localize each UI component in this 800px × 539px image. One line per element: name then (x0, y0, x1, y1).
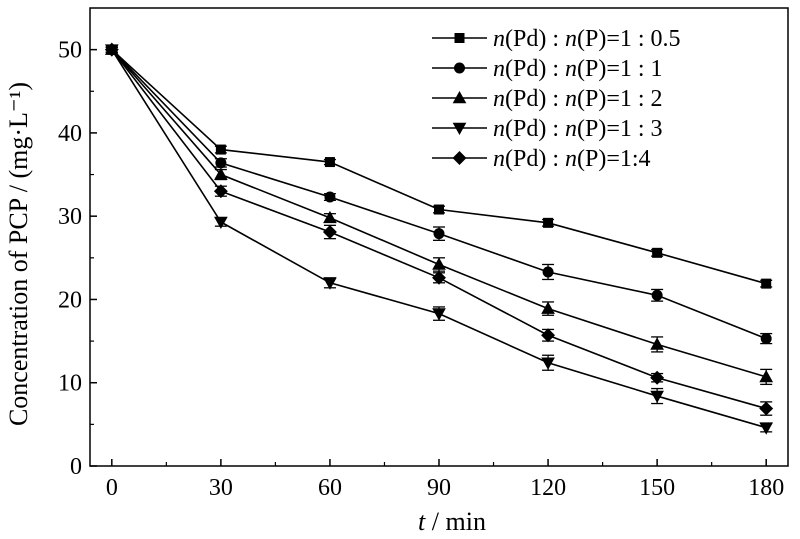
legend-label-part: n (493, 26, 505, 52)
legend-marker (454, 33, 465, 43)
legend-entry: n(Pd) : n(P)=1 : 3 (432, 116, 663, 142)
legend-entry: n(Pd) : n(P)=1 : 1 (432, 56, 663, 82)
legend-label: n(Pd) : n(P)=1 : 0.5 (493, 26, 681, 52)
series-2 (105, 44, 773, 345)
data-point (761, 278, 772, 289)
legend-label-part: n (493, 146, 505, 172)
legend-marker (454, 62, 465, 74)
legend-label-part: (Pd) : (505, 26, 565, 52)
series-line (111, 49, 767, 340)
x-tick-label: 90 (427, 475, 451, 501)
data-point (541, 328, 556, 343)
y-tick-label: 10 (58, 371, 82, 397)
legend-label-part: (Pd) : (505, 86, 565, 112)
x-tick-label: 180 (748, 475, 784, 501)
y-tick-label: 30 (58, 204, 82, 230)
data-point (214, 216, 228, 230)
data-point (432, 308, 446, 321)
legend-label: n(Pd) : n(P)=1:4 (493, 146, 651, 172)
legend-label-part: (Pd) : (505, 56, 565, 82)
data-point (759, 369, 774, 383)
x-axis-title-variable: t (418, 507, 426, 536)
data-point (433, 228, 445, 240)
legend-entry: n(Pd) : n(P)=1:4 (432, 146, 651, 172)
data-point (650, 337, 664, 350)
data-point (324, 191, 336, 203)
y-tick-label: 40 (58, 121, 82, 147)
y-tick-label: 0 (70, 454, 82, 480)
data-point (213, 184, 228, 199)
legend-label-part: n (565, 116, 577, 142)
series-line (111, 49, 767, 285)
legend-label-part: n (565, 26, 577, 52)
legend-label-part: (P)=1 : 3 (577, 116, 663, 142)
data-point (434, 204, 444, 215)
data-point (215, 144, 226, 155)
data-point (543, 217, 554, 228)
x-axis-title-unit: / min (425, 507, 486, 536)
data-point (652, 247, 663, 258)
x-tick-label: 0 (106, 475, 118, 501)
series-4 (104, 44, 774, 435)
data-point (432, 270, 446, 285)
legend-label-part: n (565, 146, 577, 172)
legend-label-part: n (493, 86, 505, 112)
data-point (214, 167, 228, 180)
data-point (324, 157, 335, 168)
legend-entry: n(Pd) : n(P)=1 : 0.5 (432, 26, 681, 52)
legend-label-part: (P)=1 : 1 (577, 56, 663, 82)
data-point (432, 257, 446, 270)
legend-label-part: (Pd) : (505, 146, 565, 172)
x-tick-label: 120 (530, 475, 566, 501)
series-1 (105, 44, 773, 289)
legend-label-part: n (493, 56, 505, 82)
data-point (541, 301, 555, 314)
x-axis-title: t / min (418, 507, 486, 536)
legend-label-part: (Pd) : (505, 116, 565, 142)
legend-label: n(Pd) : n(P)=1 : 3 (493, 116, 663, 142)
y-tick-label: 20 (58, 287, 82, 313)
legend-marker (452, 151, 467, 165)
data-point (322, 225, 337, 239)
legend-marker (452, 90, 467, 104)
legend-label-part: n (565, 56, 577, 82)
legend-label-part: n (565, 86, 577, 112)
data-point (651, 289, 663, 301)
legend-label-part: (P)=1 : 0.5 (577, 26, 681, 52)
data-point (323, 210, 337, 224)
data-point (759, 401, 774, 416)
legend-label-part: (P)=1 : 2 (577, 86, 663, 112)
legend-label-part: (P)=1:4 (577, 146, 651, 172)
x-tick-label: 30 (209, 475, 233, 501)
data-point (541, 357, 555, 370)
y-tick-label: 50 (58, 38, 82, 64)
series-5 (104, 42, 774, 416)
data-point (215, 157, 227, 169)
data-point (650, 370, 665, 385)
legend-label-part: n (493, 116, 505, 142)
legend-label: n(Pd) : n(P)=1 : 2 (493, 86, 663, 112)
data-point (650, 390, 664, 404)
x-tick-label: 60 (318, 475, 342, 501)
y-axis-title: Concentration of PCP / (mg·L⁻¹) (4, 82, 33, 426)
data-point (323, 277, 337, 290)
legend-label: n(Pd) : n(P)=1 : 1 (493, 56, 663, 82)
data-point (104, 42, 119, 57)
data-point (542, 266, 554, 278)
legend-entry: n(Pd) : n(P)=1 : 2 (432, 86, 663, 112)
legend-marker (452, 122, 467, 136)
data-point (760, 333, 772, 345)
data-point (759, 422, 774, 435)
x-tick-label: 150 (639, 475, 675, 501)
